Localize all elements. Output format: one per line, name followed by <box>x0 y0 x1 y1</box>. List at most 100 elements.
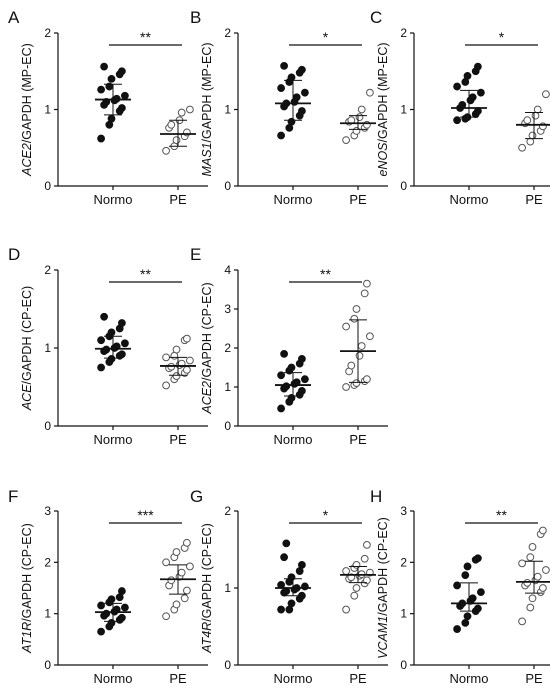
chart-panel-g: G 0 1 2 AT4R/GAPDH (CP-EC) Normo PE * <box>190 487 388 686</box>
data-point <box>528 543 537 551</box>
data-point <box>107 75 116 83</box>
data-point <box>477 588 485 597</box>
y-tick-label: 2 <box>224 26 231 40</box>
data-point <box>107 355 116 363</box>
data-point <box>342 136 351 145</box>
data-point <box>352 561 361 569</box>
data-point <box>118 587 126 595</box>
data-point <box>453 116 462 125</box>
y-tick-label: 1 <box>44 607 51 621</box>
data-point <box>363 375 371 384</box>
y-tick-label: 2 <box>44 26 51 40</box>
series-pe <box>516 526 550 626</box>
data-point <box>287 117 296 126</box>
y-tick-label: 0 <box>224 419 231 433</box>
data-point <box>355 351 364 360</box>
significance-label: ** <box>496 507 507 523</box>
data-point <box>177 108 186 117</box>
data-point <box>183 538 191 547</box>
x-category-label: Normo <box>449 671 488 686</box>
data-point <box>177 568 186 577</box>
data-point <box>363 540 371 549</box>
data-point <box>172 136 181 145</box>
y-tick-label: 0 <box>44 658 51 672</box>
series-normo <box>275 61 311 140</box>
x-category-label: Normo <box>93 192 132 207</box>
y-tick-label: 1 <box>224 103 231 117</box>
data-point <box>474 62 482 71</box>
data-point <box>107 595 116 604</box>
series-normo <box>95 587 131 636</box>
significance-label: * <box>323 29 329 45</box>
data-point <box>118 319 126 327</box>
data-point <box>518 143 526 152</box>
y-tick-label: 0 <box>44 419 51 433</box>
data-point <box>97 363 105 372</box>
chart-panel-e: E 0 1 2 3 4 ACE2/GAPDH (CP-EC) Normo PE ** <box>190 245 388 447</box>
y-axis-label-gene: ACE2 <box>20 143 34 177</box>
data-point <box>172 548 181 556</box>
significance-label: * <box>323 507 329 523</box>
data-point <box>292 93 301 102</box>
x-category-label: Normo <box>93 671 132 686</box>
panel-letter: H <box>370 487 382 506</box>
data-point <box>287 363 296 372</box>
data-point <box>186 356 194 365</box>
data-point <box>167 576 176 585</box>
x-category-label: PE <box>169 192 187 207</box>
data-point <box>355 113 364 122</box>
y-tick-label: 3 <box>224 302 231 316</box>
chart-panel-d: D 0 1 2 ACE/GAPDH (CP-EC) Normo PE ** <box>8 245 208 447</box>
y-axis-label-gene: AT4R <box>200 622 214 654</box>
data-point <box>277 605 286 614</box>
data-point <box>468 93 477 102</box>
data-point <box>287 599 296 608</box>
data-point <box>468 594 477 603</box>
y-axis-label: AT4R/GAPDH (CP-EC) <box>200 523 214 654</box>
y-axis-label-rest: /GAPDH (CP-EC) <box>20 523 34 622</box>
data-point <box>298 355 306 363</box>
data-point <box>121 91 129 100</box>
y-axis-label: ACE2/GAPDH (MP-EC) <box>20 43 34 177</box>
data-point <box>97 336 105 345</box>
series-pe <box>160 538 196 621</box>
y-axis-label: eNOS/GAPDH (MP-EC) <box>376 42 390 176</box>
data-point <box>528 131 537 140</box>
data-point <box>539 584 547 592</box>
data-point <box>282 382 291 391</box>
y-tick-label: 1 <box>44 341 51 355</box>
data-point <box>298 65 306 74</box>
data-point <box>453 82 462 91</box>
chart-panel-f: F 0 1 2 3 AT1R/GAPDH (CP-EC) Normo PE *** <box>8 487 208 686</box>
x-category-label: Normo <box>273 192 312 207</box>
panel-letter: A <box>8 8 20 27</box>
significance-label: ** <box>140 29 151 45</box>
y-axis-label-gene: VCAM1 <box>376 616 390 659</box>
x-category-label: PE <box>349 671 367 686</box>
data-point <box>352 379 361 388</box>
data-point <box>107 619 116 627</box>
y-tick-label: 2 <box>400 555 407 569</box>
data-point <box>357 105 366 114</box>
y-axis-label: AT1R/GAPDH (CP-EC) <box>20 523 34 654</box>
series-normo <box>275 539 311 614</box>
series-pe <box>340 88 376 145</box>
significance-label: ** <box>320 266 331 282</box>
data-point <box>301 88 309 97</box>
y-tick-label: 2 <box>44 555 51 569</box>
panel-letter: G <box>190 487 203 506</box>
data-point <box>363 576 371 585</box>
data-point <box>97 134 105 143</box>
x-category-label: Normo <box>273 671 312 686</box>
data-point <box>100 62 108 71</box>
y-tick-label: 1 <box>44 103 51 117</box>
data-point <box>350 314 359 323</box>
data-point <box>172 600 181 609</box>
data-point <box>280 349 289 358</box>
data-point <box>183 586 191 595</box>
series-normo <box>451 554 487 633</box>
data-point <box>287 73 296 82</box>
data-point <box>523 578 532 587</box>
x-category-label: Normo <box>449 192 488 207</box>
